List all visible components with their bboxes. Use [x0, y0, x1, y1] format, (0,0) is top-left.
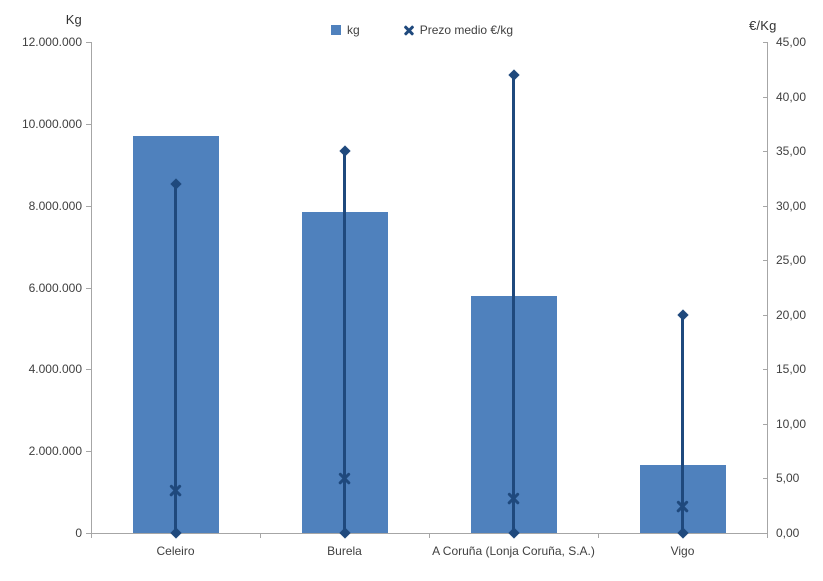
left-axis-tick-label: 0: [75, 526, 82, 540]
legend: kg Prezo medio €/kg: [331, 23, 513, 37]
category-label-celeiro: Celeiro: [156, 544, 195, 558]
left-axis-tick: [86, 369, 91, 371]
right-axis-tick-label: 30,00: [776, 198, 807, 213]
legend-item-kg: kg: [331, 23, 360, 37]
x-axis-tick: [91, 533, 92, 538]
x-marker-icon: [404, 25, 414, 35]
left-axis-tick-label: 12.000.000: [21, 35, 82, 49]
right-axis-tick-label: 40,00: [776, 89, 807, 104]
price-range-line-burela: [343, 151, 346, 533]
right-axis-tick: [763, 96, 767, 98]
price-range-line-a-coru-a-lonja-coru-a-s-a: [512, 74, 515, 533]
price-mean-marker-burela: [338, 472, 351, 485]
price-range-line-vigo: [681, 314, 684, 533]
x-axis-tick: [429, 533, 430, 538]
right-axis-tick-label: 5,00: [776, 471, 800, 486]
right-axis-title: €/Kg: [749, 18, 777, 33]
left-axis-tick-label: 10.000.000: [21, 116, 82, 131]
left-axis-tick-label: 2.000.000: [28, 444, 82, 459]
right-axis-tick: [763, 423, 767, 425]
left-axis-tick: [86, 533, 91, 534]
right-axis-tick-label: 0,00: [776, 526, 800, 540]
right-axis-tick: [763, 533, 767, 534]
x-axis-tick: [767, 533, 768, 538]
right-axis-tick: [763, 42, 767, 43]
category-label-a-coru-a-lonja-coru-a-s-a: A Coruña (Lonja Coruña, S.A.): [432, 544, 595, 558]
price-mean-marker-celeiro: [169, 484, 182, 497]
bar-series-swatch-icon: [331, 25, 341, 35]
left-axis-tick-label: 8.000.000: [28, 198, 82, 213]
price-range-line-celeiro: [174, 183, 177, 533]
left-axis-tick: [86, 205, 91, 207]
left-axis-tick-label: 6.000.000: [28, 280, 82, 295]
right-axis-tick: [763, 151, 767, 153]
price-mean-marker-vigo: [676, 500, 689, 513]
right-axis-tick: [763, 478, 767, 480]
left-axis-tick: [86, 451, 91, 453]
x-axis-tick: [598, 533, 599, 538]
category-label-vigo: Vigo: [670, 544, 695, 558]
price-max-marker-a-coru-a-lonja-coru-a-s-a: [507, 69, 520, 81]
legend-label-prezo-medio: Prezo medio €/kg: [419, 23, 514, 37]
right-axis-tick-label: 15,00: [776, 362, 807, 377]
legend-item-prezo-medio: Prezo medio €/kg: [404, 23, 513, 37]
right-axis-tick-label: 25,00: [776, 253, 807, 268]
price-mean-marker-a-coru-a-lonja-coru-a-s-a: [507, 492, 520, 505]
right-axis-tick-label: 10,00: [776, 416, 807, 431]
right-axis-tick: [763, 369, 767, 371]
legend-label-kg: kg: [347, 23, 360, 37]
category-label-burela: Burela: [327, 544, 362, 558]
left-axis-title: Kg: [65, 12, 82, 27]
right-axis-tick: [763, 314, 767, 316]
right-axis-tick: [763, 205, 767, 207]
left-axis-tick: [86, 123, 91, 125]
left-axis-tick: [86, 287, 91, 289]
price-max-marker-vigo: [676, 309, 689, 321]
price-max-marker-burela: [338, 145, 351, 157]
right-axis-tick-label: 45,00: [776, 35, 807, 49]
right-axis-tick: [763, 260, 767, 262]
right-axis-tick-label: 35,00: [776, 144, 807, 159]
left-axis-tick: [86, 42, 91, 43]
right-axis-tick-label: 20,00: [776, 307, 807, 322]
left-axis-line: [91, 42, 92, 533]
right-axis-line: [767, 42, 768, 533]
x-axis-tick: [260, 533, 261, 538]
left-axis-tick-label: 4.000.000: [28, 362, 82, 377]
